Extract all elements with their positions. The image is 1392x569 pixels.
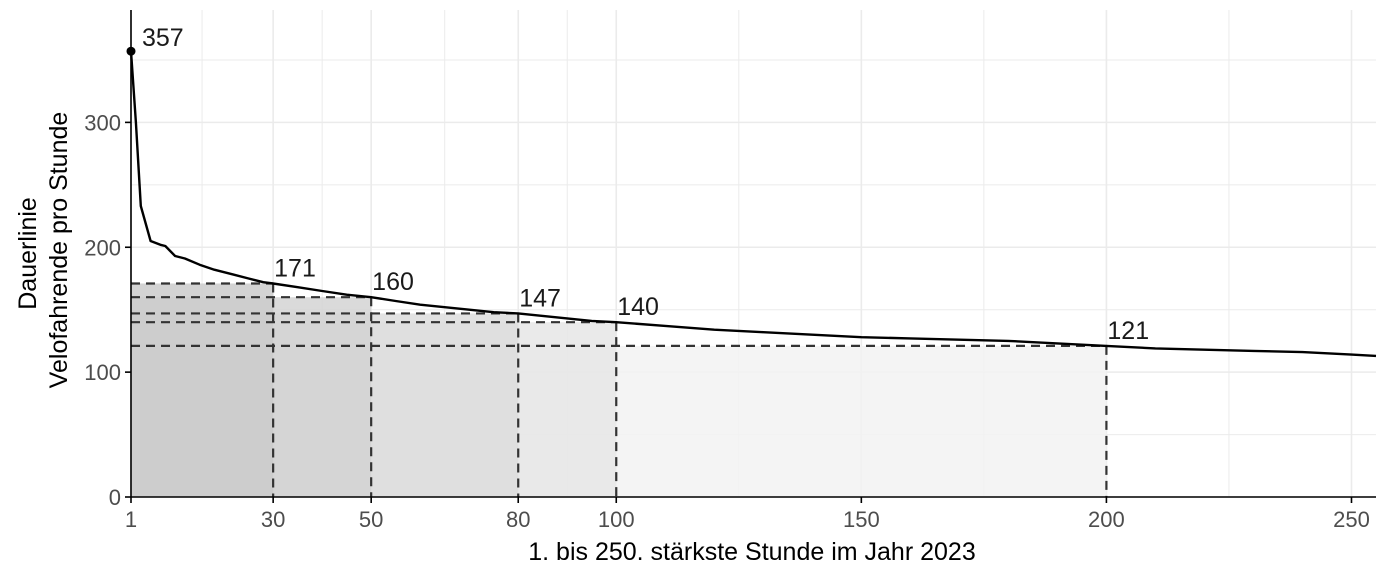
axes — [125, 10, 1376, 503]
x-tick-label: 200 — [1088, 507, 1125, 532]
value-label: 171 — [274, 254, 316, 282]
x-tick-label: 80 — [506, 507, 530, 532]
value-label: 160 — [372, 268, 414, 296]
series-line — [129, 51, 1377, 358]
shaded-areas — [131, 283, 1107, 497]
y-tick-label: 100 — [84, 360, 121, 385]
y-tick-label: 300 — [84, 110, 121, 135]
x-tick-label: 30 — [261, 507, 285, 532]
value-label-peak: 357 — [142, 24, 184, 52]
y-tick-label: 0 — [109, 485, 121, 510]
value-label: 147 — [519, 284, 561, 312]
x-tick-label: 100 — [598, 507, 635, 532]
y-axis-title: Dauerlinie Velofahrende pro Stunde — [14, 112, 73, 389]
x-tick-labels: 1 30 50 80 100 150 200 250 — [125, 507, 1370, 532]
reference-lines — [131, 282, 1108, 497]
x-tick-label: 250 — [1333, 507, 1370, 532]
x-tick-label: 1 — [125, 507, 137, 532]
value-label: 140 — [617, 293, 659, 321]
shaded-area — [131, 283, 274, 497]
x-axis-title: 1. bis 250. stärkste Stunde im Jahr 2023 — [528, 538, 975, 566]
value-labels: 357 121 140 147 160 171 — [142, 24, 1149, 345]
x-tick-label: 150 — [843, 507, 880, 532]
value-label: 121 — [1107, 317, 1149, 345]
y-tick-labels: 0 100 200 300 — [84, 110, 121, 510]
x-tick-label: 50 — [359, 507, 383, 532]
y-axis-title-line-1: Dauerlinie — [14, 197, 42, 310]
series-lines — [129, 51, 1377, 358]
y-axis-title-line-2: Velofahrende pro Stunde — [45, 112, 73, 389]
y-tick-label: 200 — [84, 235, 121, 260]
